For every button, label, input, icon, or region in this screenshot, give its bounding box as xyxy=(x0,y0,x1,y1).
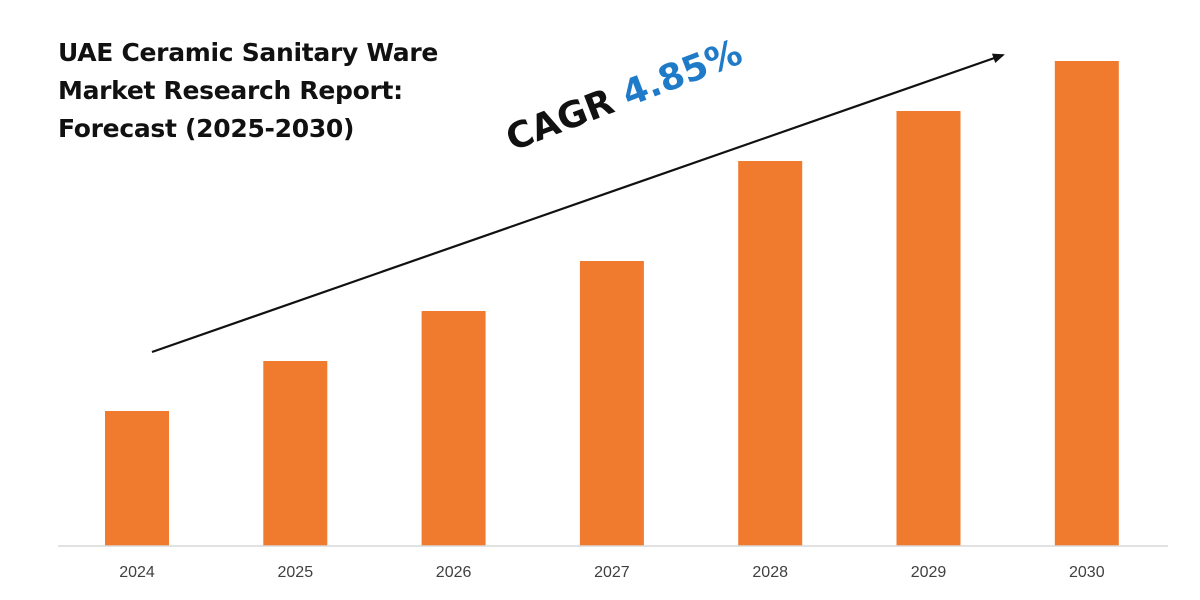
bar-2024 xyxy=(105,411,169,546)
x-tick-label-2024: 2024 xyxy=(119,564,155,581)
x-tick-label-2027: 2027 xyxy=(594,564,630,581)
bar-2025 xyxy=(263,361,328,546)
bar-2028 xyxy=(738,161,803,546)
x-tick-label-2030: 2030 xyxy=(1069,564,1105,581)
bar-2030 xyxy=(1054,61,1119,546)
bar-series xyxy=(105,61,1119,546)
bar-2029 xyxy=(896,111,961,546)
chart-title-line-1: UAE Ceramic Sanitary Ware xyxy=(58,38,439,67)
bar-2027 xyxy=(579,261,644,546)
x-tick-label-2025: 2025 xyxy=(278,564,314,581)
x-axis-tick-labels: 2024 2025 2026 2027 2028 2029 2030 xyxy=(119,564,1104,581)
trend-arrow xyxy=(151,53,1005,354)
x-tick-label-2028: 2028 xyxy=(752,564,788,581)
chart-title-line-3: Forecast (2025-2030) xyxy=(58,114,355,143)
x-tick-label-2029: 2029 xyxy=(911,564,947,581)
bar-2026 xyxy=(421,311,486,546)
chart-title: UAE Ceramic Sanitary Ware Market Researc… xyxy=(58,34,478,148)
chart-title-line-2: Market Research Report: xyxy=(58,76,403,105)
x-tick-label-2026: 2026 xyxy=(436,564,472,581)
